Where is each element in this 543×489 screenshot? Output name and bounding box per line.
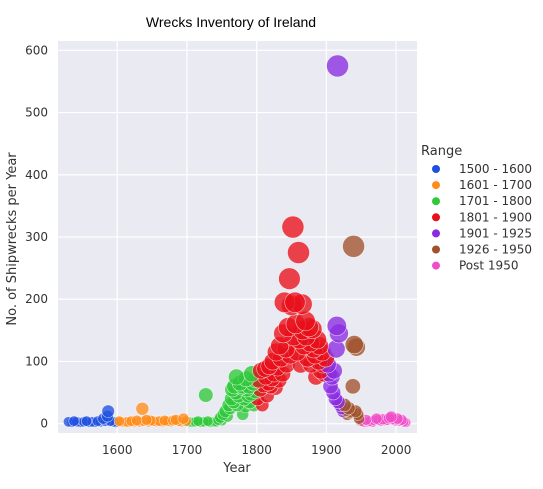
data-point	[81, 415, 93, 427]
legend-marker	[432, 245, 440, 254]
x-axis-label: Year	[222, 461, 251, 476]
legend-marker	[432, 165, 440, 173]
data-point	[278, 267, 301, 290]
y-tick-label: 200	[25, 292, 48, 306]
ticks: 1600 1700 1800 1900 2000 0 100 200 300 400 500 600	[25, 43, 411, 457]
data-point	[131, 414, 143, 427]
legend-label: 1701 - 1800	[459, 194, 532, 208]
legend-marker	[432, 213, 440, 222]
x-tick-label: 1600	[102, 443, 133, 457]
data-point	[198, 387, 214, 403]
grid	[58, 41, 417, 433]
data-point	[281, 215, 305, 239]
legend-label: 1901 - 1925	[459, 226, 532, 240]
legend-label: 1500 - 1600	[459, 162, 532, 176]
legend-marker	[432, 261, 440, 270]
data-point	[228, 368, 245, 386]
x-tick-label: 1700	[172, 443, 203, 457]
data-point	[140, 414, 153, 426]
legend-title: Range	[421, 144, 462, 159]
data-point	[284, 291, 306, 313]
y-tick-label: 100	[25, 354, 48, 368]
legend-label: 1801 - 1900	[459, 210, 532, 224]
data-point	[326, 316, 347, 336]
x-tick-label: 1900	[311, 443, 342, 457]
data-point	[68, 415, 80, 427]
data-point	[344, 378, 361, 395]
legend-label: Post 1950	[459, 259, 518, 273]
legend-marker	[432, 197, 440, 206]
y-tick-label: 300	[25, 230, 48, 244]
y-tick-label: 500	[25, 106, 48, 120]
x-tick-label: 2000	[381, 443, 412, 457]
x-tick-label: 1800	[241, 443, 272, 457]
legend-marker	[432, 181, 440, 190]
data-point	[342, 235, 365, 258]
data-point	[370, 412, 383, 425]
data-points	[63, 54, 412, 428]
data-point	[192, 415, 204, 427]
data-point	[135, 401, 150, 416]
y-tick-label: 600	[25, 43, 48, 57]
data-point	[113, 415, 125, 427]
data-point	[202, 415, 214, 427]
data-point	[385, 410, 398, 423]
data-point	[177, 412, 190, 425]
data-point	[326, 54, 349, 78]
data-point	[344, 335, 364, 355]
legend-label: 1601 - 1700	[459, 178, 532, 192]
chart-title: Wrecks Inventory of Ireland	[146, 14, 316, 30]
data-point	[287, 241, 310, 264]
data-point	[101, 404, 115, 418]
legend-marker	[432, 229, 440, 238]
y-tick-label: 400	[25, 168, 48, 182]
legend-label: 1926 - 1950	[459, 243, 532, 257]
y-axis-label: No. of Shipwrecks per Year	[5, 152, 20, 326]
y-tick-label: 0	[40, 417, 48, 431]
legend-items: 1500 - 1600 1601 - 1700 1701 - 1800 1801 - …	[432, 162, 532, 273]
